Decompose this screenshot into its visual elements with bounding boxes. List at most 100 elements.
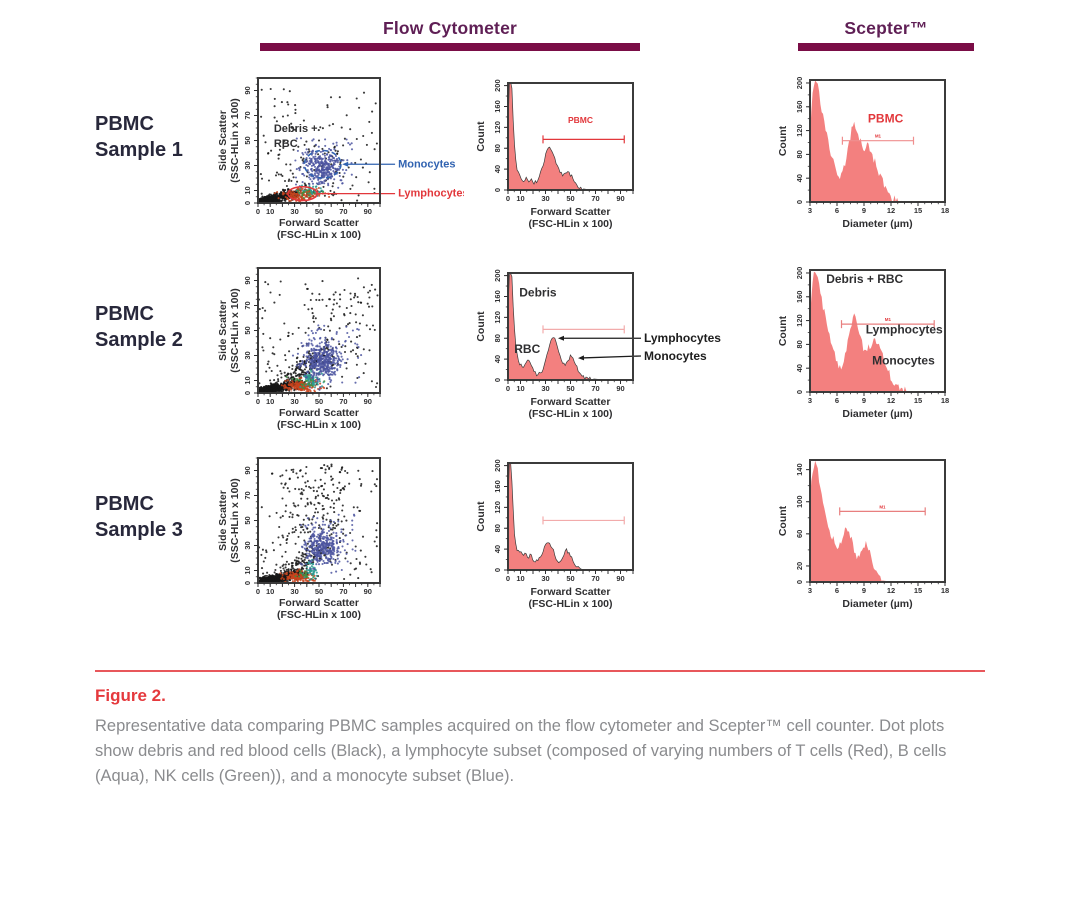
svg-text:Debris + RBC: Debris + RBC	[826, 272, 903, 286]
svg-text:Side Scatter: Side Scatter	[217, 110, 229, 171]
sample2-flow-scatter: 0 10 30 50 70 90 0 10 30 50 70 90 Forward Scatter(FS…	[217, 267, 381, 431]
svg-text:12: 12	[887, 396, 895, 405]
svg-text:200: 200	[493, 79, 502, 92]
svg-text:Forward Scatter: Forward Scatter	[531, 206, 611, 218]
figure-label: Figure 2.	[95, 686, 166, 705]
svg-text:10: 10	[516, 194, 524, 203]
svg-text:120: 120	[493, 121, 502, 134]
scepter-title: Scepter™	[844, 18, 928, 38]
svg-text:30: 30	[243, 351, 252, 359]
svg-text:70: 70	[243, 301, 252, 309]
svg-text:(FSC-HLin x 100): (FSC-HLin x 100)	[277, 419, 361, 431]
sample2-scepter-histogram-chart: M1 Debris + RBC Lymphocytes Monocytes 3 6 9 12 1…	[760, 260, 995, 452]
svg-text:0: 0	[506, 384, 510, 393]
svg-text:Diameter (µm): Diameter (µm)	[842, 218, 912, 230]
svg-text:PBMC: PBMC	[868, 111, 904, 125]
svg-text:0: 0	[493, 378, 502, 382]
svg-text:Lymphocytes: Lymphocytes	[398, 188, 464, 200]
sample1-fsc-histogram-chart: PBMC 0 10 30 50 70 90 0 40 80 120 160 200 Forward Sca…	[455, 70, 765, 262]
flow-cytometer-header: Flow Cytometer	[260, 18, 640, 51]
sample-2-label-line2: Sample 2	[95, 328, 183, 351]
sample2-scatter-chart: 0 10 30 50 70 90 0 10 30 50 70 90 Forward Scatter (FS…	[214, 260, 464, 452]
svg-text:70: 70	[591, 194, 599, 203]
svg-text:Count: Count	[475, 121, 487, 152]
svg-text:30: 30	[541, 384, 549, 393]
sample1-scepter-histogram-chart: M1 PBMC 3 6 9 12 15 18 0 40 80 120 160 200 Diameter (µ…	[760, 70, 995, 262]
svg-text:30: 30	[541, 194, 549, 203]
sample-2-label: PBMC Sample 2	[95, 302, 235, 353]
svg-text:M1: M1	[885, 317, 892, 322]
sample1-flow-scatter: Debris + RBC Monocytes Lymphocytes 0 10 30 50 70…	[217, 77, 469, 241]
sample1-fsc-histogram: PBMC 0 10 30 50 70 90 0 40 80 120 160 200 Forward Sca…	[475, 79, 634, 230]
sample-3-label-line2: Sample 3	[95, 518, 183, 541]
sample3-scepter-histogram-chart: M1 3 6 9 12 15 18 0 20 60 100 140 Diameter (µm) Count	[760, 450, 995, 642]
svg-text:Monocytes: Monocytes	[398, 158, 455, 170]
svg-text:Count: Count	[475, 311, 487, 342]
svg-text:10: 10	[243, 186, 252, 194]
svg-text:10: 10	[266, 207, 274, 216]
svg-text:10: 10	[516, 384, 524, 393]
svg-text:120: 120	[493, 311, 502, 324]
scepter-underline	[798, 43, 974, 51]
svg-text:200: 200	[795, 267, 804, 280]
svg-text:90: 90	[243, 86, 252, 94]
svg-text:0: 0	[506, 194, 510, 203]
svg-text:90: 90	[243, 276, 252, 284]
svg-text:9: 9	[862, 206, 866, 215]
svg-text:80: 80	[795, 340, 804, 348]
svg-text:Count: Count	[777, 315, 789, 346]
sample3-scatter-chart: 0 10 30 50 70 90 0 10 30 50 70 90 Forward Scatter (FS…	[214, 450, 464, 642]
svg-text:Monocytes: Monocytes	[872, 354, 935, 368]
svg-text:70: 70	[591, 384, 599, 393]
sample-1-label-line2: Sample 1	[95, 138, 183, 161]
svg-text:15: 15	[914, 206, 922, 215]
svg-text:0: 0	[243, 391, 252, 395]
svg-text:(SSC-HLin x 100): (SSC-HLin x 100)	[229, 98, 241, 183]
svg-text:Count: Count	[777, 125, 789, 156]
svg-text:Debris: Debris	[519, 285, 557, 299]
svg-text:Lymphocytes: Lymphocytes	[866, 323, 943, 337]
svg-text:70: 70	[243, 111, 252, 119]
svg-text:50: 50	[315, 207, 323, 216]
svg-text:0: 0	[243, 201, 252, 205]
svg-text:9: 9	[862, 396, 866, 405]
svg-text:10: 10	[243, 376, 252, 384]
svg-text:Debris +: Debris +	[274, 123, 318, 135]
svg-text:70: 70	[339, 397, 347, 406]
svg-text:12: 12	[887, 206, 895, 215]
svg-text:30: 30	[290, 397, 298, 406]
svg-text:18: 18	[941, 206, 949, 215]
svg-text:M1: M1	[875, 134, 882, 139]
svg-text:Diameter (µm): Diameter (µm)	[842, 408, 912, 420]
svg-text:0: 0	[256, 397, 260, 406]
svg-text:6: 6	[835, 396, 839, 405]
svg-text:(SSC-HLin x 100): (SSC-HLin x 100)	[229, 288, 241, 373]
svg-text:10: 10	[266, 397, 274, 406]
svg-text:70: 70	[339, 207, 347, 216]
figure-caption: Representative data comparing PBMC sampl…	[95, 717, 947, 786]
svg-text:80: 80	[493, 144, 502, 152]
svg-text:PBMC: PBMC	[568, 115, 593, 125]
svg-text:90: 90	[364, 207, 372, 216]
sample3-fsc-histogram-chart: 0 10 30 50 70 90 0 40 80 120 160 200 Forward Scatter…	[455, 450, 765, 642]
svg-text:18: 18	[941, 396, 949, 405]
svg-text:30: 30	[290, 207, 298, 216]
svg-text:200: 200	[795, 77, 804, 90]
scepter-header: Scepter™	[798, 18, 974, 51]
svg-text:3: 3	[808, 396, 812, 405]
svg-text:Side Scatter: Side Scatter	[217, 300, 229, 361]
svg-text:90: 90	[616, 194, 624, 203]
svg-text:0: 0	[795, 200, 804, 204]
svg-text:(FSC-HLin x 100): (FSC-HLin x 100)	[528, 408, 612, 420]
svg-text:40: 40	[493, 355, 502, 363]
sample2-fsc-histogram-chart: Debris RBC Lymphocytes Monocytes 0 10 30 50 70 90…	[455, 260, 765, 452]
svg-text:50: 50	[315, 397, 323, 406]
sample1-scepter-histogram: M1 PBMC 3 6 9 12 15 18 0 40 80 120 160 200 Diameter (µ…	[777, 77, 949, 230]
caption-divider	[95, 670, 985, 672]
svg-text:0: 0	[795, 390, 804, 394]
svg-text:40: 40	[795, 364, 804, 372]
svg-text:Forward Scatter: Forward Scatter	[279, 407, 359, 419]
svg-text:15: 15	[914, 396, 922, 405]
